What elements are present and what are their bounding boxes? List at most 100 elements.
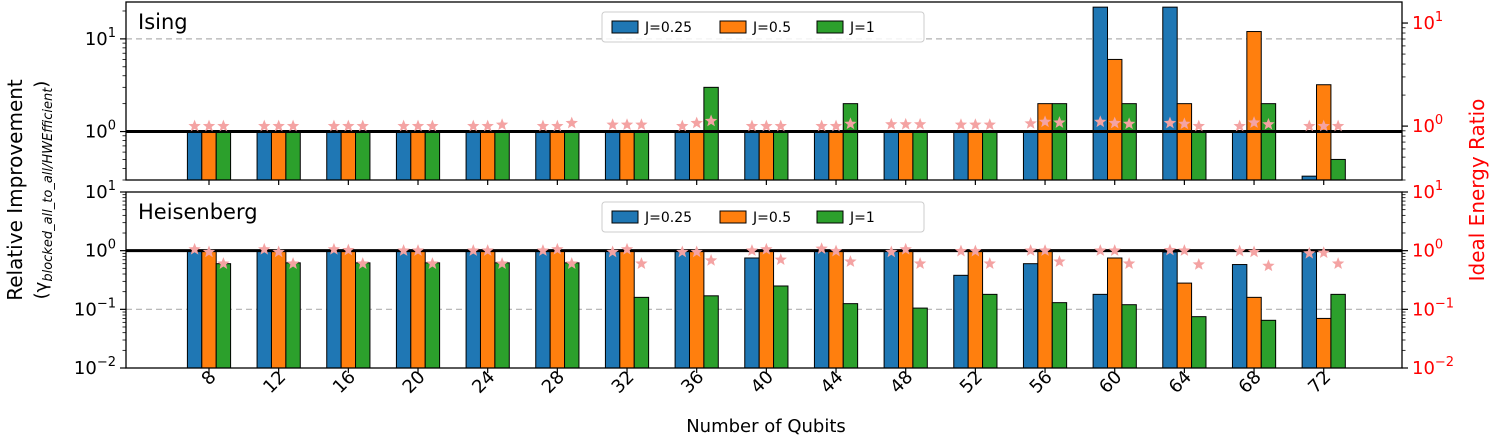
energy-ratio-marker-12-2	[286, 119, 300, 132]
y-tick-label: 101	[85, 179, 116, 203]
bar-J=0.25-56	[1022, 263, 1039, 369]
bar-J=0.25-44	[813, 131, 830, 181]
bar-J=0.5-40	[758, 250, 775, 369]
bar-J=0.25-20	[395, 131, 412, 181]
bar-J=1-8	[215, 263, 232, 369]
energy-ratio-marker-20-0	[397, 244, 410, 256]
energy-ratio-marker-16-2	[356, 119, 369, 132]
bar-J=1-16	[355, 131, 371, 181]
bar-J=0.25-16	[326, 131, 342, 181]
energy-ratio-marker-36-0	[676, 119, 689, 132]
energy-ratio-marker-40-1	[760, 119, 773, 132]
x-tick-label-52: 52	[956, 367, 987, 398]
bar-J=0.25-48	[883, 250, 899, 369]
energy-ratio-marker-68-1	[1247, 116, 1261, 128]
plot-frame	[125, 191, 1403, 369]
energy-ratio-marker-44-1	[829, 119, 843, 132]
bar-J=0.5-44	[828, 250, 844, 369]
energy-ratio-marker-12-1	[272, 245, 285, 258]
energy-ratio-marker-8-1	[202, 245, 216, 258]
energy-ratio-marker-56-1	[1038, 244, 1052, 256]
bar-J=0.5-52	[967, 131, 984, 181]
y2-tick-label: 10−2	[1412, 355, 1454, 379]
energy-ratio-marker-64-1	[1178, 244, 1191, 256]
y2-tick-label: 100	[1412, 113, 1443, 137]
bar-J=1-8	[215, 131, 232, 181]
bar-J=1-60	[1121, 304, 1137, 369]
y-tick-label: 10−1	[74, 296, 116, 320]
bar-J=1-64	[1191, 316, 1207, 369]
bar-J=0.25-48	[883, 131, 899, 181]
energy-ratio-marker-68-1	[1247, 245, 1261, 258]
energy-ratio-marker-64-2	[1192, 258, 1205, 270]
bar-J=0.25-28	[535, 131, 551, 181]
bar-J=0.5-56	[1037, 103, 1053, 181]
bar-J=1-32	[633, 131, 650, 181]
energy-ratio-marker-16-0	[327, 242, 341, 255]
legend-swatch-J=0.25	[611, 20, 639, 34]
panel-title: Ising	[138, 10, 188, 34]
bar-J=1-32	[633, 296, 650, 369]
y-axis-label-line2: (γblocked_all_to_all/HWEfficient)	[31, 81, 56, 300]
bar-J=0.25-32	[604, 131, 621, 181]
bar-J=1-68	[1260, 103, 1277, 181]
legend-box	[601, 11, 925, 43]
bar-J=0.25-36	[674, 131, 690, 181]
energy-ratio-marker-48-2	[913, 117, 927, 130]
x-tick-label-36: 36	[677, 367, 708, 398]
bar-J=1-52	[982, 131, 998, 181]
energy-ratio-marker-24-2	[495, 257, 509, 269]
bar-J=0.25-68	[1231, 131, 1248, 181]
bar-J=0.25-8	[186, 131, 203, 181]
energy-ratio-marker-16-1	[342, 119, 355, 132]
x-axis-label: Number of Qubits	[686, 416, 846, 437]
bar-J=0.5-12	[270, 250, 287, 369]
energy-ratio-marker-24-0	[467, 244, 480, 256]
bar-J=0.5-28	[549, 131, 566, 181]
bar-J=1-12	[285, 262, 301, 369]
energy-ratio-marker-72-1	[1317, 119, 1330, 132]
bar-J=0.25-12	[256, 131, 272, 181]
bar-J=0.5-16	[340, 131, 357, 181]
energy-ratio-marker-48-1	[899, 242, 912, 255]
energy-ratio-marker-32-0	[606, 245, 619, 258]
x-tick-label-56: 56	[1026, 367, 1057, 398]
energy-ratio-marker-32-1	[620, 118, 634, 131]
energy-ratio-marker-12-1	[272, 119, 285, 132]
y-tick-label: 100	[85, 119, 116, 143]
y-label-gamma: (γ	[31, 281, 52, 299]
energy-ratio-marker-16-0	[327, 119, 341, 132]
energy-ratio-marker-24-2	[495, 118, 509, 131]
x-tick-label-24: 24	[468, 367, 499, 398]
bar-J=1-40	[773, 285, 789, 369]
energy-ratio-marker-64-2	[1192, 119, 1205, 132]
legend-swatch-J=0.25	[611, 210, 639, 224]
energy-ratio-marker-64-1	[1178, 117, 1191, 130]
bar-J=0.5-16	[340, 250, 357, 369]
energy-ratio-marker-44-0	[815, 242, 828, 254]
energy-ratio-marker-72-2	[1331, 119, 1345, 132]
bar-J=1-48	[912, 307, 928, 369]
y2-tick-label: 101	[1412, 179, 1443, 203]
y-tick-label: 100	[85, 238, 116, 262]
bar-J=0.25-36	[674, 250, 690, 369]
energy-ratio-marker-8-0	[188, 119, 201, 132]
bar-J=0.25-40	[744, 131, 760, 181]
energy-ratio-marker-52-0	[954, 118, 968, 131]
energy-ratio-marker-60-1	[1108, 244, 1121, 256]
energy-ratio-marker-56-2	[1053, 255, 1066, 267]
bar-J=0.5-20	[410, 250, 426, 369]
energy-ratio-marker-40-0	[745, 119, 759, 132]
bar-J=1-12	[285, 131, 301, 181]
bar-J=0.5-64	[1176, 282, 1193, 369]
y-axis-label-line1: Relative Improvement	[3, 79, 27, 301]
bar-J=1-64	[1191, 131, 1207, 181]
energy-ratio-marker-36-2	[704, 253, 718, 266]
bar-J=0.25-16	[326, 250, 342, 369]
legend: J=0.25 J=0.5 J=1	[601, 201, 925, 233]
bar-J=1-52	[982, 293, 998, 369]
energy-ratio-marker-28-0	[536, 244, 550, 256]
energy-ratio-marker-36-1	[690, 245, 703, 258]
legend-swatch-J=1	[816, 20, 844, 34]
bar-J=0.5-20	[410, 131, 426, 181]
